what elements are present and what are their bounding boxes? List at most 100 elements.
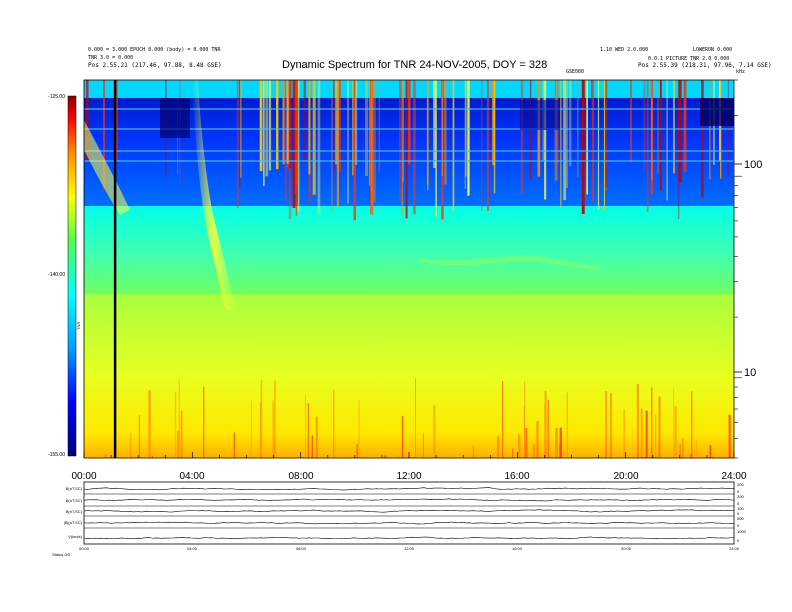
hf-streak [677,80,680,220]
hf-stripe [84,108,734,110]
lf-streak [728,414,731,458]
hf-streak [581,80,585,214]
hf-streak [492,80,496,166]
time-label-1200: 12:00 [396,471,421,482]
hf-streak [413,80,416,215]
lf-streak [177,430,179,458]
hf-streak [317,80,321,215]
lf-streak [559,427,562,458]
hf-streak [333,80,335,170]
panel-right-1-top: 200 [737,482,744,487]
hf-streak [650,80,653,195]
hf-streak [308,80,311,175]
lf-streak [130,432,132,458]
hf-streak [286,80,290,164]
lf-streak [547,399,549,458]
hf-streak [683,80,687,172]
lf-streak [315,416,318,458]
lf-streak [358,400,360,458]
narrowband-emission [420,255,600,270]
lf-streak [623,409,625,458]
burst-drift-0430 [192,80,236,310]
panel-label-1: B(nT,SC) [66,486,83,491]
panel-trace-4 [83,521,735,525]
panel-label-3: B(nT,SC) [66,509,83,514]
hf-streak [85,80,89,161]
hf-streak [487,80,489,211]
hf-streak [259,80,263,172]
lf-streak [558,444,561,458]
panel-trace-3 [83,509,735,513]
hf-streak [263,80,265,187]
bottom-time-3: 12:00 [404,546,415,551]
hf-streak [560,80,562,208]
time-label-0000: 00:00 [71,471,96,482]
hf-streak [347,80,349,204]
hf-streak [666,80,668,201]
panel-right-2-top: 200 [737,494,744,499]
hf-streak [591,80,595,201]
lf-streak [305,395,306,458]
panel-right-4-bot: 0 [737,523,740,528]
lf-streak [651,387,653,458]
hf-streak [401,80,403,216]
hf-streak [292,80,296,208]
lf-streak [674,406,677,458]
lf-streak [174,391,177,458]
hf-streak [733,80,734,220]
lf-streak [104,454,107,458]
lf-streak [544,390,547,458]
lf-streak [178,379,180,458]
hf-streak [646,80,649,212]
spectrogram [83,79,735,459]
hf-streak [701,80,704,198]
hf-streak [295,80,298,186]
lf-streak [673,388,674,458]
panel-right-3-top: 100 [737,506,744,511]
lf-streak [689,453,692,458]
hf-streak [236,80,239,209]
hf-streak [441,80,444,220]
lf-streak [525,427,528,458]
hf-streak [370,80,372,193]
lf-streak [311,435,313,458]
chart-title: Dynamic Spectrum for TNR 24-NOV-2005, DO… [282,59,548,71]
panel-trace-5 [83,536,734,540]
hf-streak [336,80,339,207]
hf-streak [405,80,408,219]
hf-streak [297,80,300,212]
hf-streak [586,80,588,195]
hf-streak [467,80,470,197]
header-info-right-1: 1.10 WED 2.0.000 [600,47,649,53]
hf-streak [427,80,429,191]
time-label-0400: 04:00 [179,471,204,482]
lf-streak [524,381,526,458]
hf-streak [288,80,292,169]
dark-patch-1 [160,98,190,138]
bottom-time-6: 24:00 [729,546,740,551]
hf-streak [555,80,557,197]
lf-streak [496,436,500,458]
lf-streak [151,455,153,458]
hf-streak [399,80,401,202]
lf-streak [148,390,151,458]
time-label-1600: 16:00 [504,471,529,482]
hf-streak [303,80,306,164]
lf-streak [250,400,252,458]
hf-streak [239,80,241,188]
lf-streak [433,405,436,458]
panel-right-3-bot: 0 [737,511,740,516]
freq-tick-label-10: 10 [744,367,756,379]
panel-right-1-bot: 0 [737,489,740,494]
hf-stripe [84,128,734,130]
hf-streak [563,80,567,201]
hf-streak [427,80,429,163]
lf-streak [180,410,183,458]
hf-streak [643,80,646,172]
lf-streak [609,392,613,458]
bottom-time-5: 20:00 [621,546,632,551]
hf-streak [400,80,402,188]
hf-streak [370,80,374,214]
spacecraft-position-start: Pos 2.55.21 (217.46, 97.88, 8.48 GSE) [88,62,222,69]
hf-streak [368,80,371,186]
